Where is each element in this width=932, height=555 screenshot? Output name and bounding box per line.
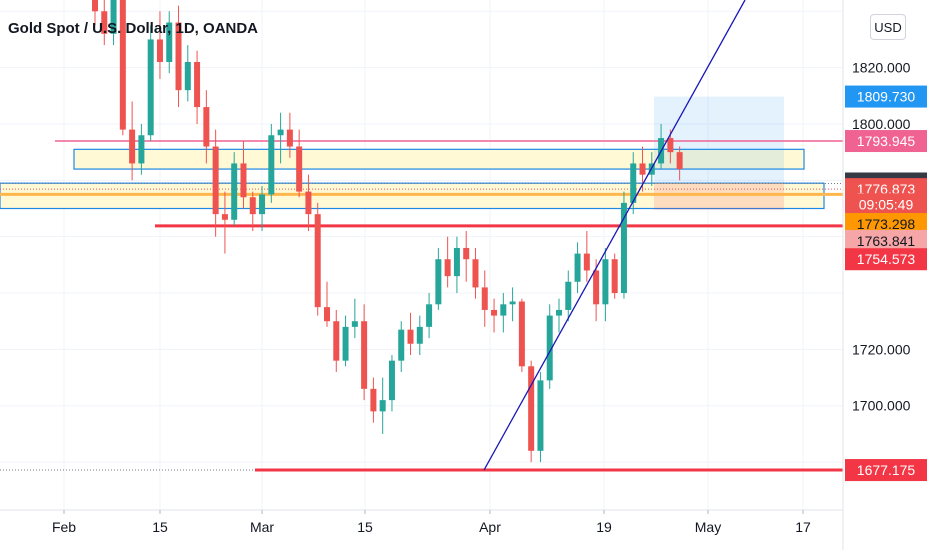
candle-body: [361, 321, 368, 389]
price-label-bg: [845, 213, 927, 236]
candle-body: [491, 309, 498, 316]
candle-body: [370, 388, 377, 412]
x-tick-label: Feb: [52, 519, 76, 535]
candle-body: [119, 0, 126, 130]
candle-body: [342, 326, 349, 361]
price-label-bg: [845, 229, 927, 252]
candle-body: [194, 61, 201, 108]
price-label-bg: [845, 459, 927, 482]
candle-body: [435, 259, 442, 305]
x-tick-label: 15: [357, 519, 373, 535]
candle-body: [175, 22, 182, 91]
y-tick-label: 1820.000: [852, 60, 911, 76]
support-zone: [73, 148, 805, 170]
candle-body: [231, 163, 238, 220]
x-tick-label: 19: [596, 519, 612, 535]
candle-body: [277, 129, 284, 136]
price-label-bg: [845, 85, 927, 108]
candle-body: [546, 315, 553, 381]
candle-body: [463, 247, 470, 260]
candle-body: [528, 366, 535, 451]
candle-body: [407, 329, 414, 344]
candle-body: [286, 129, 293, 147]
candle-body: [333, 321, 340, 361]
candle-body: [537, 380, 544, 451]
candle-body: [426, 304, 433, 327]
price-label: 1793.945: [857, 133, 916, 149]
candle-body: [583, 253, 590, 271]
candle-body: [203, 107, 210, 147]
candle-body: [676, 152, 683, 170]
candle-body: [593, 270, 600, 305]
candle-body: [221, 214, 228, 220]
candle-body: [129, 129, 136, 164]
candle-body: [500, 304, 507, 316]
candle-body: [509, 301, 516, 305]
candle-body: [184, 61, 191, 91]
candle-body: [472, 259, 479, 288]
candle-body: [453, 247, 460, 277]
candle-body: [240, 163, 247, 198]
candle-body: [305, 191, 312, 215]
x-tick-label: Apr: [479, 519, 501, 535]
x-tick-label: 15: [152, 519, 168, 535]
price-label: 09:05:49: [859, 196, 914, 212]
y-tick-label: 1720.000: [852, 341, 911, 357]
candle-body: [556, 309, 562, 316]
candle-body: [639, 163, 646, 175]
candle-body: [416, 326, 423, 344]
candle-body: [249, 197, 256, 215]
y-tick-label: 1700.000: [852, 398, 911, 414]
candle-body: [444, 259, 451, 277]
price-label: 1754.573: [857, 251, 916, 267]
candle-body: [620, 202, 627, 294]
candle-body: [518, 301, 525, 367]
candle-body: [667, 138, 674, 153]
x-tick-label: Mar: [250, 519, 274, 535]
price-label: 1677.175: [857, 462, 916, 478]
candle-body: [212, 146, 219, 215]
candle-body: [379, 400, 386, 412]
candle-body: [324, 307, 330, 322]
candle-body: [565, 281, 572, 310]
candle-body: [314, 214, 321, 308]
price-label-bg: [845, 193, 927, 216]
candle-body: [92, 0, 98, 12]
candle-body: [388, 360, 395, 401]
candle-body: [147, 39, 154, 136]
candle-body: [138, 135, 145, 164]
candle-body: [351, 321, 358, 327]
candle-body: [481, 287, 488, 310]
candle-body: [611, 259, 618, 294]
candle-body: [259, 194, 266, 215]
x-tick-label: 17: [795, 519, 811, 535]
x-tick-label: May: [695, 519, 721, 535]
candle-body: [156, 39, 163, 62]
price-label: 1763.841: [857, 233, 916, 249]
price-label-bg: [845, 248, 927, 271]
candle-body: [101, 11, 108, 34]
candle-body: [630, 163, 637, 203]
position-stop-zone: [654, 183, 784, 210]
candle-body: [166, 22, 173, 62]
price-label: 1809.730: [857, 89, 916, 105]
candle-body: [268, 135, 275, 195]
price-label: 1773.298: [857, 216, 916, 232]
candle-body: [296, 146, 303, 192]
y-tick-label: 1800.000: [852, 116, 911, 132]
price-label-bg: [845, 130, 927, 153]
trendline: [483, 0, 746, 471]
candle-body: [574, 253, 581, 282]
position-target-zone: [654, 96, 784, 184]
price-label: 1776.873: [857, 181, 916, 197]
candle-body: [602, 259, 609, 305]
candle-body: [110, 0, 117, 34]
candle-body: [398, 329, 405, 361]
currency-button[interactable]: USD: [870, 14, 906, 40]
